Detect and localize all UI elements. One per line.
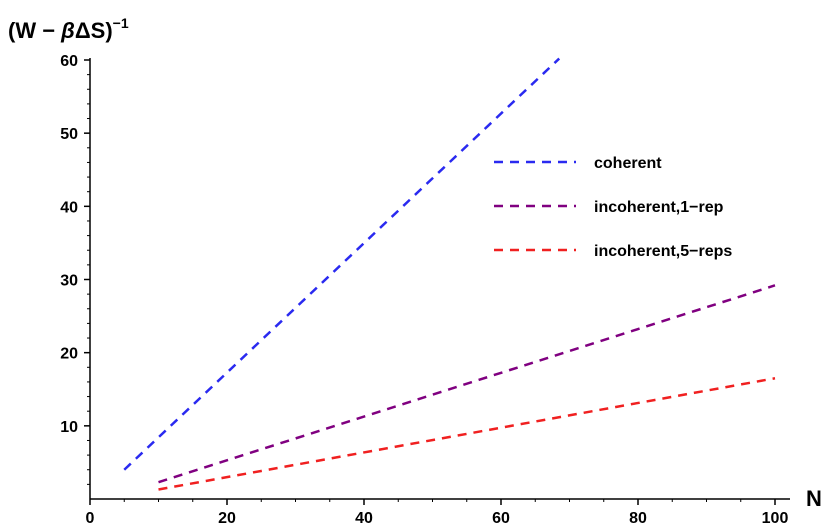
y-tick-label: 30 [60,273,78,290]
y-axis-title-rest: ΔS) [75,18,113,43]
y-axis-title: (W − βΔS)−1 [8,15,129,43]
y-ticks: 10 20 30 40 50 60 [60,53,90,485]
x-tick-label: 0 [86,510,95,527]
y-axis-title-base: (W − [8,18,61,43]
series-line-2 [158,284,776,484]
series-lines [123,57,776,491]
series-line-1 [123,57,561,471]
y-tick-label: 40 [60,199,78,216]
x-axis-title: N [806,486,822,511]
y-tick-label: 10 [60,419,78,436]
legend-label: coherent [594,155,662,172]
y-axis-title-superscript: −1 [113,15,129,31]
legend-label: incoherent,5−reps [594,243,732,260]
series-line-3 [158,377,776,491]
legend-label: incoherent,1−rep [594,199,724,216]
x-tick-label: 100 [762,510,789,527]
y-tick-label: 50 [60,126,78,143]
y-tick-label: 60 [60,53,78,70]
legend: coherent incoherent,1−rep incoherent,5−rep… [494,155,732,260]
x-tick-label: 80 [629,510,647,527]
y-axis-title-beta: β [60,18,75,43]
x-tick-label: 20 [218,510,236,527]
x-tick-label: 40 [355,510,373,527]
y-tick-label: 20 [60,346,78,363]
x-ticks: 0 20 40 60 80 100 [86,499,789,527]
x-tick-label: 60 [492,510,510,527]
